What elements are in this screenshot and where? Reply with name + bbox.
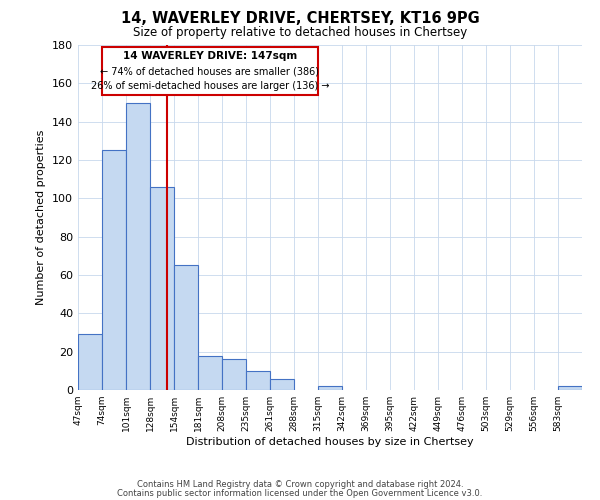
Text: ← 74% of detached houses are smaller (386): ← 74% of detached houses are smaller (38… — [101, 66, 320, 76]
Text: Size of property relative to detached houses in Chertsey: Size of property relative to detached ho… — [133, 26, 467, 39]
Text: Contains public sector information licensed under the Open Government Licence v3: Contains public sector information licen… — [118, 488, 482, 498]
Bar — [318, 386, 342, 390]
Bar — [222, 360, 246, 390]
Bar — [246, 371, 270, 390]
Y-axis label: Number of detached properties: Number of detached properties — [37, 130, 46, 305]
Text: 26% of semi-detached houses are larger (136) →: 26% of semi-detached houses are larger (… — [91, 82, 329, 92]
Bar — [174, 266, 198, 390]
X-axis label: Distribution of detached houses by size in Chertsey: Distribution of detached houses by size … — [186, 437, 474, 447]
Bar — [150, 187, 174, 390]
FancyBboxPatch shape — [102, 47, 318, 95]
Bar — [558, 386, 582, 390]
Bar — [198, 356, 222, 390]
Text: Contains HM Land Registry data © Crown copyright and database right 2024.: Contains HM Land Registry data © Crown c… — [137, 480, 463, 489]
Bar — [270, 378, 294, 390]
Text: 14, WAVERLEY DRIVE, CHERTSEY, KT16 9PG: 14, WAVERLEY DRIVE, CHERTSEY, KT16 9PG — [121, 11, 479, 26]
Bar — [126, 102, 150, 390]
Bar — [78, 334, 102, 390]
Bar — [102, 150, 126, 390]
Text: 14 WAVERLEY DRIVE: 147sqm: 14 WAVERLEY DRIVE: 147sqm — [123, 51, 297, 60]
